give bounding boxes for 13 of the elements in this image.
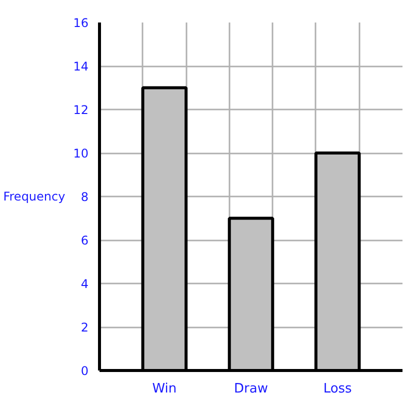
y-tick-label: 2 bbox=[80, 320, 89, 334]
y-tick-label: 0 bbox=[80, 364, 89, 378]
x-tick-label: Loss bbox=[323, 382, 352, 396]
y-tick-label: 8 bbox=[80, 190, 89, 204]
y-tick-label: 16 bbox=[73, 16, 89, 30]
x-tick-label: Win bbox=[152, 382, 177, 396]
y-tick-label: 4 bbox=[80, 277, 89, 291]
x-tick-label: Draw bbox=[234, 382, 268, 396]
y-axis-title: Frequency bbox=[3, 190, 66, 204]
y-tick-label: 12 bbox=[73, 103, 89, 117]
y-tick-label: 10 bbox=[73, 146, 89, 160]
y-tick-label: 6 bbox=[80, 234, 89, 248]
y-tick-label: 14 bbox=[73, 60, 89, 74]
